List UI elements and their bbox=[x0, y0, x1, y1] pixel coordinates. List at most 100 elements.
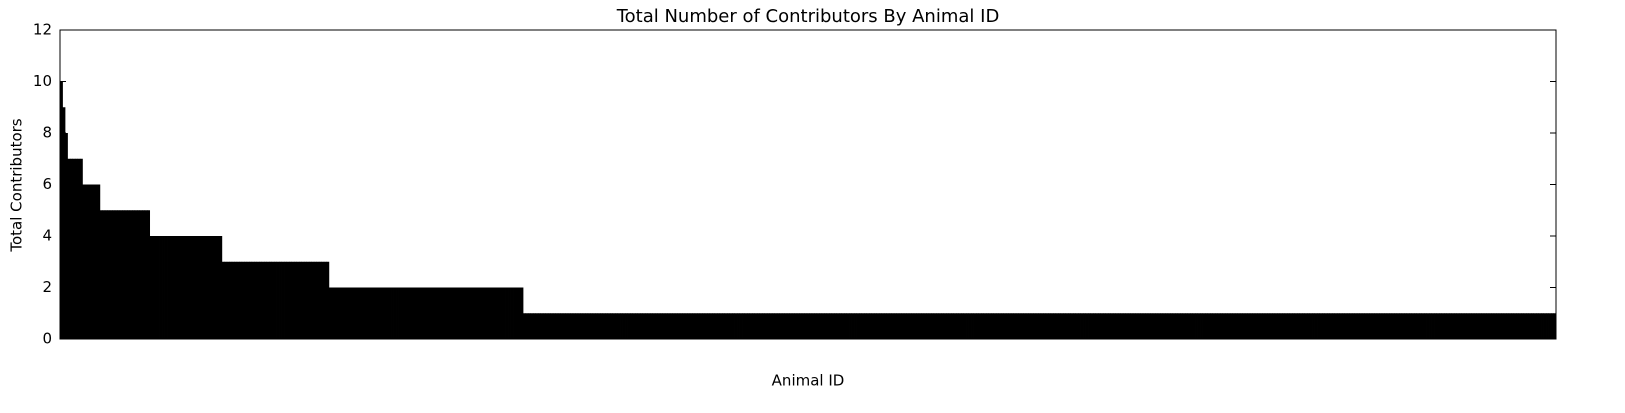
bar bbox=[570, 313, 574, 339]
bar bbox=[816, 313, 820, 339]
bar bbox=[391, 287, 394, 339]
bar bbox=[1100, 313, 1104, 339]
bar bbox=[62, 107, 66, 339]
bar bbox=[1346, 313, 1350, 339]
bar bbox=[293, 261, 297, 339]
bar bbox=[1110, 313, 1114, 339]
bar bbox=[129, 210, 133, 339]
bar bbox=[224, 261, 228, 339]
bar bbox=[1488, 313, 1492, 339]
bar bbox=[1020, 313, 1024, 339]
bar bbox=[732, 313, 735, 339]
y-tick-label: 4 bbox=[42, 227, 52, 245]
bar bbox=[1312, 313, 1315, 339]
y-tick-label: 0 bbox=[42, 330, 52, 348]
bar bbox=[480, 287, 484, 339]
bar bbox=[254, 261, 258, 339]
bar bbox=[179, 236, 183, 339]
bar bbox=[1456, 313, 1460, 339]
bar bbox=[199, 236, 203, 339]
bar bbox=[336, 287, 340, 339]
bar bbox=[717, 313, 721, 339]
bar bbox=[709, 313, 713, 339]
bar bbox=[871, 313, 875, 339]
bar bbox=[149, 236, 153, 339]
bar bbox=[1095, 313, 1099, 339]
bar bbox=[1414, 313, 1418, 339]
bar bbox=[958, 313, 962, 339]
bar bbox=[1416, 313, 1420, 339]
bar bbox=[87, 184, 91, 339]
bar bbox=[990, 313, 994, 339]
bar bbox=[1486, 313, 1490, 339]
bar bbox=[607, 313, 611, 339]
bar bbox=[891, 313, 895, 339]
bar bbox=[1528, 313, 1532, 339]
bar bbox=[1436, 313, 1440, 339]
bar bbox=[1324, 313, 1328, 339]
bar bbox=[1411, 313, 1415, 339]
bar bbox=[1538, 313, 1542, 339]
bar bbox=[1262, 313, 1266, 339]
bar bbox=[841, 313, 845, 339]
bar bbox=[1167, 313, 1171, 339]
bar bbox=[1476, 313, 1480, 339]
bar bbox=[410, 287, 414, 339]
bar bbox=[966, 313, 969, 339]
bar bbox=[341, 287, 345, 339]
bar bbox=[1175, 313, 1179, 339]
bar bbox=[513, 287, 516, 339]
bar bbox=[791, 313, 795, 339]
bar bbox=[878, 313, 882, 339]
bar bbox=[667, 313, 671, 339]
bar bbox=[313, 261, 317, 339]
bar bbox=[635, 313, 638, 339]
bar bbox=[893, 313, 897, 339]
bar bbox=[888, 313, 892, 339]
bar bbox=[343, 287, 347, 339]
bar bbox=[988, 313, 992, 339]
bar bbox=[1553, 313, 1557, 339]
bar bbox=[433, 287, 437, 339]
bar bbox=[801, 313, 805, 339]
bar bbox=[764, 313, 768, 339]
bar bbox=[1157, 313, 1161, 339]
bar bbox=[806, 313, 810, 339]
bar bbox=[540, 313, 544, 339]
bar bbox=[1234, 313, 1238, 339]
bar bbox=[478, 287, 482, 339]
bar bbox=[585, 313, 589, 339]
bar bbox=[201, 236, 205, 339]
bar bbox=[1379, 313, 1383, 339]
bar bbox=[191, 236, 195, 339]
bar bbox=[388, 287, 392, 339]
bar bbox=[134, 210, 138, 339]
bar bbox=[194, 236, 198, 339]
bar bbox=[951, 313, 955, 339]
bar bbox=[440, 287, 444, 339]
bar bbox=[873, 313, 877, 339]
bar bbox=[470, 287, 474, 339]
bar bbox=[575, 313, 579, 339]
bar bbox=[84, 184, 88, 339]
bar bbox=[1254, 313, 1258, 339]
bar bbox=[1543, 313, 1547, 339]
bar bbox=[582, 313, 586, 339]
bar bbox=[1259, 313, 1263, 339]
bar bbox=[1304, 313, 1308, 339]
bar bbox=[376, 287, 380, 339]
bar bbox=[403, 287, 407, 339]
axes: 0 2 4 6 8 10 12 bbox=[33, 21, 1556, 348]
bar bbox=[923, 313, 927, 339]
bar bbox=[1431, 313, 1435, 339]
bar bbox=[1297, 313, 1301, 339]
bar bbox=[572, 313, 576, 339]
bar bbox=[552, 313, 556, 339]
bar bbox=[1053, 313, 1057, 339]
bar bbox=[351, 287, 355, 339]
bar bbox=[1399, 313, 1403, 339]
bar bbox=[610, 313, 613, 339]
bar bbox=[859, 313, 862, 339]
bar bbox=[1130, 313, 1134, 339]
bar bbox=[1458, 313, 1462, 339]
